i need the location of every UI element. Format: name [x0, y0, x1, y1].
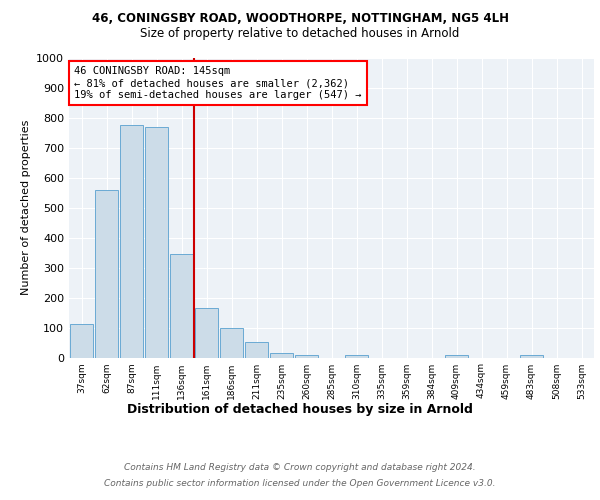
Y-axis label: Number of detached properties: Number of detached properties — [20, 120, 31, 295]
Bar — [120, 125, 143, 358]
Text: 46, CONINGSBY ROAD, WOODTHORPE, NOTTINGHAM, NG5 4LH: 46, CONINGSBY ROAD, WOODTHORPE, NOTTINGH… — [91, 12, 509, 26]
Bar — [345, 355, 368, 358]
Bar — [145, 126, 168, 358]
Bar — [295, 354, 318, 358]
Bar — [270, 353, 293, 358]
Text: Contains public sector information licensed under the Open Government Licence v3: Contains public sector information licen… — [104, 479, 496, 488]
Bar — [245, 342, 268, 357]
Bar — [170, 254, 193, 358]
Bar — [70, 324, 93, 358]
Bar — [95, 190, 118, 358]
Text: 46 CONINGSBY ROAD: 145sqm
← 81% of detached houses are smaller (2,362)
19% of se: 46 CONINGSBY ROAD: 145sqm ← 81% of detac… — [74, 66, 362, 100]
Bar — [220, 328, 243, 358]
Text: Contains HM Land Registry data © Crown copyright and database right 2024.: Contains HM Land Registry data © Crown c… — [124, 462, 476, 471]
Bar — [195, 308, 218, 358]
Bar — [520, 355, 543, 358]
Text: Size of property relative to detached houses in Arnold: Size of property relative to detached ho… — [140, 28, 460, 40]
Bar — [445, 355, 468, 358]
Text: Distribution of detached houses by size in Arnold: Distribution of detached houses by size … — [127, 402, 473, 415]
